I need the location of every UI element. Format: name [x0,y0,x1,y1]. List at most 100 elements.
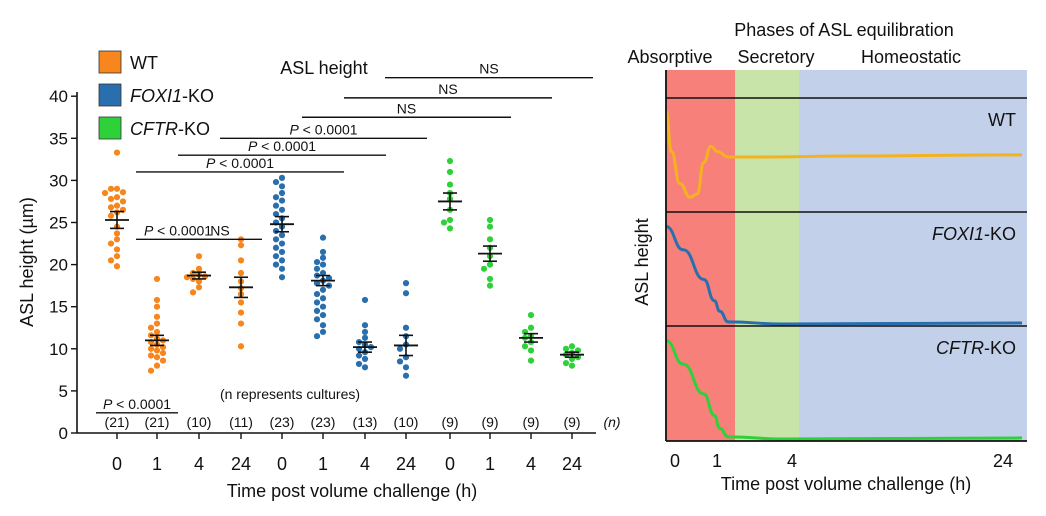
comparison-bracket: NS [178,222,262,241]
n-count-label: (23) [270,414,295,430]
comparison-bracket: P < 0.0001 [178,138,386,156]
data-point [119,198,127,205]
comparison-label: P < 0.0001 [206,155,274,171]
y-tick-label: 40 [49,87,68,106]
panel-label-cftr-ko: CFTR-KO [936,338,1016,358]
data-point [319,322,327,329]
data-point [568,343,576,350]
group-foxi1-1h: 1 (23) [311,234,335,474]
data-point [562,345,570,352]
legend-swatch-foxi1 [98,83,122,107]
data-point [101,189,109,197]
data-point [486,216,494,224]
x-tick-label: 24 [396,454,416,474]
data-point [237,269,245,277]
comparison-bracket: P < 0.0001 [136,222,220,241]
data-point [440,219,448,226]
panel-foxi1-ko: FOXI1-KO [665,211,1027,326]
series-line-wt [664,109,1023,199]
data-point [278,206,286,213]
y-tick-label: 20 [49,256,68,275]
data-point [446,181,454,188]
data-point [361,296,369,304]
data-point [113,246,121,253]
data-point [313,316,321,323]
data-point [527,357,535,364]
comparison-label: NS [479,61,498,77]
legend-swatch-cftr [98,116,122,140]
y-tick-label: 5 [59,382,68,401]
x-tick-label: 4 [194,454,204,474]
data-point [446,216,454,224]
panel-cftr-ko: CFTR-KO [665,325,1027,441]
data-point [402,372,410,379]
comparison-bracket: P < 0.0001 [220,121,427,140]
right-x-tick-label: 4 [787,451,797,471]
data-point [153,313,161,320]
data-point [153,303,161,310]
n-count-label: (21) [145,414,170,430]
right-x-tick-label: 24 [993,451,1013,471]
group-wt-1h: 1 (21) [145,275,170,474]
data-point [107,204,115,211]
comparison-bracket: NS [302,100,511,118]
data-point [355,360,363,368]
data-point [147,345,155,352]
data-point [107,257,115,264]
data-point [147,324,155,331]
group-wt-24h: 24 (11) [229,236,253,474]
data-point [278,183,286,190]
y-axis-label: ASL height (µm) [17,197,37,327]
data-point [153,347,161,354]
data-point [486,223,494,230]
data-point [107,212,115,219]
data-point [113,149,121,156]
data-point [237,242,245,249]
comparison-label: NS [397,100,416,116]
data-point [527,312,535,319]
group-foxi1-4h: 4 (13) [353,296,377,474]
data-point [402,280,410,287]
n-count-label: (10) [394,414,419,430]
data-point [361,364,369,371]
comparison-bracket: NS [344,81,552,99]
data-point [153,275,161,283]
data-point [113,202,121,209]
n-count-label: (9) [563,414,580,430]
comparison-bracket: NS [385,61,593,79]
data-point [313,280,321,287]
data-point [189,289,197,296]
y-tick-label: 10 [49,340,68,359]
data-point [107,240,115,247]
data-point [313,333,321,340]
data-point [562,360,570,367]
data-point [195,265,203,272]
data-point [159,349,167,357]
phase-region-homeostatic [799,70,1027,441]
data-point [319,328,327,336]
group-cftr-0h: 0 (9) [438,157,462,474]
data-point [113,253,121,260]
data-point [486,236,494,243]
x-tick-label: 1 [152,454,162,474]
data-point [278,274,286,281]
n-count-label: (11) [229,414,253,430]
data-point [319,248,327,256]
data-point [319,269,327,277]
data-point [402,324,410,331]
x-tick-label: 0 [277,454,287,474]
y-tick-label: 0 [59,424,68,443]
phase-region-absorptive [666,70,735,441]
data-point [278,257,286,264]
data-point [147,352,155,359]
phase-region-secretory [735,70,799,441]
data-point [568,362,576,369]
series-line-foxi1-ko [665,224,1023,326]
comparison-label: P < 0.0001 [103,396,171,412]
data-point [278,248,286,256]
comparison-bracket: P < 0.0001 [96,396,178,414]
n-count-label: (9) [481,414,498,430]
